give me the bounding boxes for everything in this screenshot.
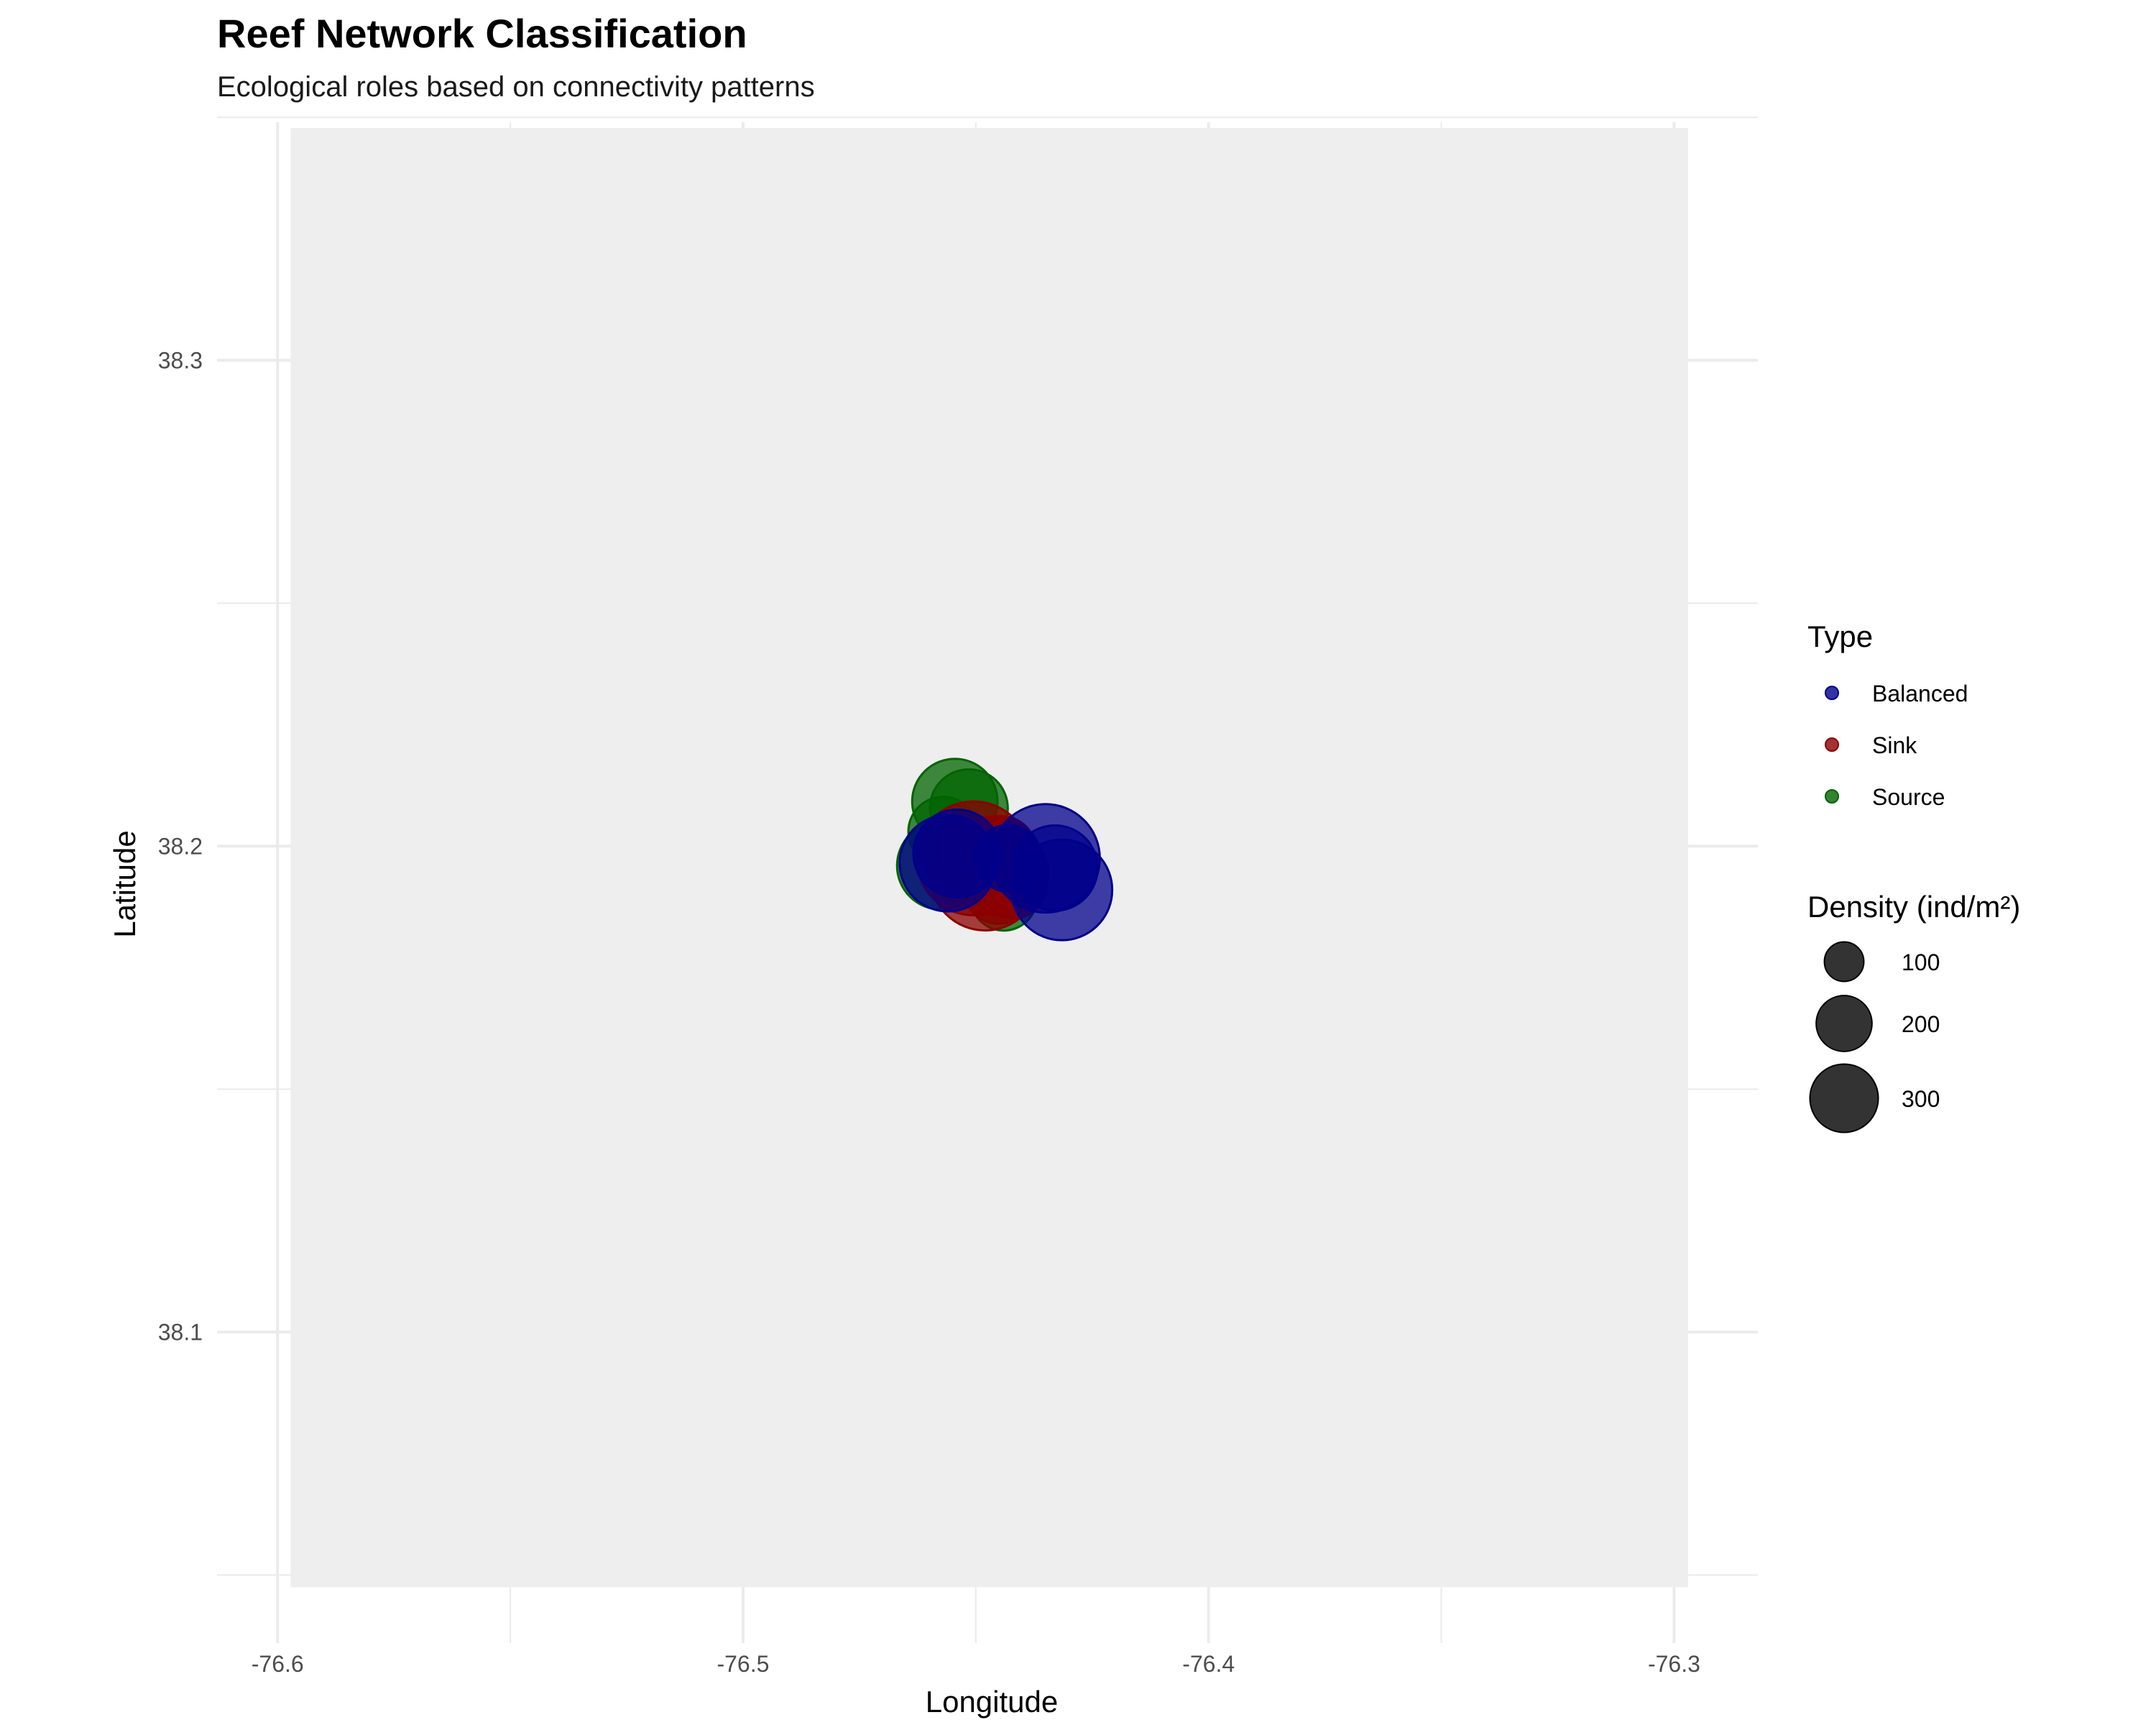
legend-label-sink: Sink — [1872, 732, 1917, 758]
data-points — [895, 758, 1114, 942]
chart-title: Reef Network Classification — [217, 11, 747, 56]
legend-size-key — [1815, 995, 1873, 1052]
legend-label-balanced: Balanced — [1872, 681, 1968, 707]
y-tick-label: 38.1 — [158, 1319, 203, 1345]
legend-key-balanced — [1825, 686, 1839, 700]
x-axis-title: Longitude — [926, 1685, 1059, 1719]
legend-type-title: Type — [1807, 620, 1873, 653]
y-axis-title: Latitude — [108, 830, 142, 937]
legend-size-items: 100 200 300 — [1809, 941, 1940, 1133]
y-tick-label: 38.3 — [158, 347, 203, 373]
legend: Type Balanced Sink Source Density (ind/m²)… — [1807, 620, 2020, 1133]
x-tick-label: -76.3 — [1648, 1651, 1700, 1677]
y-tick-label: 38.2 — [158, 833, 203, 859]
axis-ticks: -76.6 -76.5 -76.4 -76.3 38.1 38.2 38.3 — [158, 347, 1700, 1677]
legend-key-sink — [1825, 737, 1839, 752]
legend-size-key — [1823, 941, 1865, 983]
legend-label-source: Source — [1872, 784, 1945, 810]
legend-size-key — [1809, 1063, 1879, 1133]
legend-size-label: 200 — [1902, 1011, 1940, 1037]
legend-size-label: 300 — [1902, 1086, 1940, 1112]
legend-size-label: 100 — [1902, 949, 1940, 975]
x-tick-label: -76.4 — [1182, 1651, 1235, 1677]
chart-subtitle: Ecological roles based on connectivity p… — [217, 71, 815, 103]
legend-key-source — [1825, 789, 1839, 804]
x-tick-label: -76.6 — [252, 1651, 304, 1677]
legend-size-title: Density (ind/m²) — [1807, 890, 2020, 924]
point-balanced — [974, 824, 1044, 893]
x-tick-label: -76.5 — [717, 1651, 769, 1677]
legend-type-items: Balanced Sink Source — [1825, 681, 1968, 810]
